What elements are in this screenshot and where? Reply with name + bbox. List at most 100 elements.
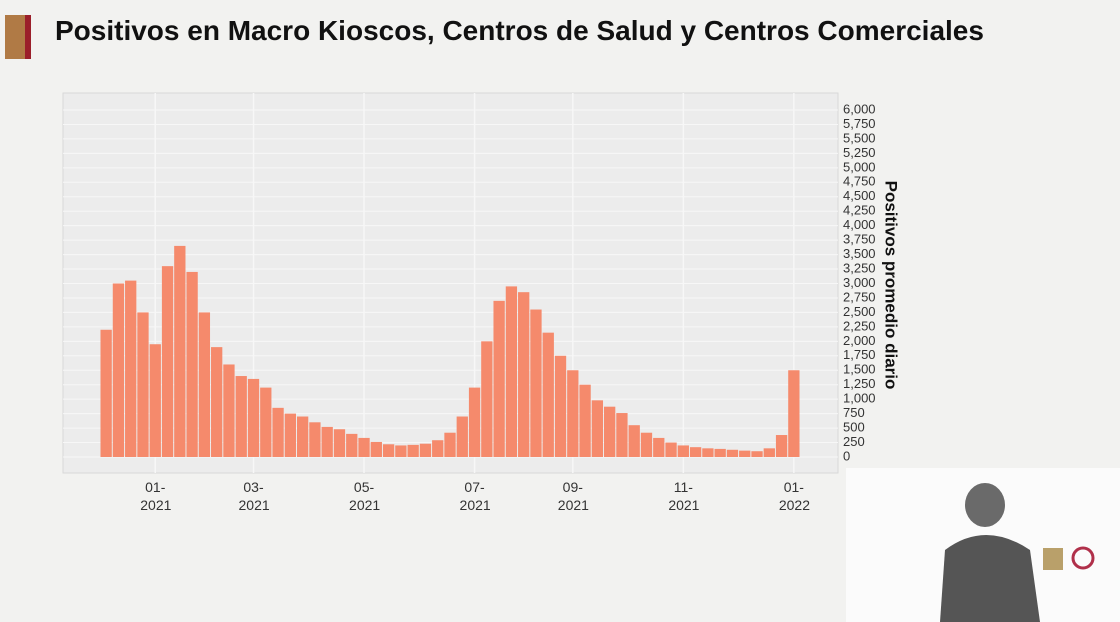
x-tick-label: 01-2021 xyxy=(133,478,177,514)
bar xyxy=(100,329,112,457)
bar xyxy=(542,332,554,457)
x-tick-label: 05-2021 xyxy=(342,478,386,514)
bar xyxy=(640,432,653,457)
bar xyxy=(714,448,726,457)
y-tick-label: 750 xyxy=(843,405,865,420)
y-axis-title: Positivos promedio diario xyxy=(882,181,901,390)
bar xyxy=(444,432,456,457)
bar xyxy=(751,451,763,457)
bar xyxy=(395,445,407,457)
bar xyxy=(628,425,640,457)
bar xyxy=(530,309,542,457)
y-tick-label: 2,500 xyxy=(843,304,876,319)
x-tick-label: 07-2021 xyxy=(453,478,497,514)
bar xyxy=(186,271,198,457)
bar xyxy=(198,312,211,457)
bar xyxy=(346,433,358,457)
bar xyxy=(665,442,677,457)
y-tick-label: 4,500 xyxy=(843,188,876,203)
x-tick-text: 07-2021 xyxy=(459,479,491,513)
chart-title: Positivos en Macro Kioscos, Centros de S… xyxy=(55,15,984,46)
x-tick-text: 01-2022 xyxy=(778,479,811,513)
y-tick-label: 500 xyxy=(843,420,865,435)
y-tick-label: 2,000 xyxy=(843,333,876,348)
bar xyxy=(493,300,505,457)
x-tick-label: 11-2021 xyxy=(661,478,705,514)
y-tick-label: 3,750 xyxy=(843,232,876,247)
bar xyxy=(174,245,186,457)
y-tick-label: 4,750 xyxy=(843,174,876,189)
bar xyxy=(247,378,260,457)
logo-2 xyxy=(1071,546,1095,570)
x-tick-text: 05-2021 xyxy=(349,479,381,513)
x-tick-label: 09-2021 xyxy=(551,478,595,514)
x-tick-label: 01-2022 xyxy=(772,478,816,514)
bar xyxy=(554,355,567,457)
y-tick-label: 5,000 xyxy=(843,159,876,174)
bar xyxy=(137,312,149,457)
y-tick-label: 0 xyxy=(843,448,850,463)
x-tick-label: 03-2021 xyxy=(232,478,276,514)
bar xyxy=(125,280,137,457)
bar xyxy=(407,444,419,457)
bar xyxy=(677,445,689,457)
bar xyxy=(739,450,751,457)
bar xyxy=(579,384,591,457)
y-tick-label: 5,500 xyxy=(843,130,876,145)
bar xyxy=(272,407,284,457)
y-tick-label: 3,250 xyxy=(843,260,876,275)
bar xyxy=(432,440,444,457)
bar xyxy=(333,429,346,457)
bar xyxy=(382,444,395,457)
interpreter-head xyxy=(965,483,1005,527)
bar xyxy=(161,266,174,457)
title-accent-2 xyxy=(25,15,31,59)
y-tick-label: 1,250 xyxy=(843,376,876,391)
y-tick-label: 5,250 xyxy=(843,145,876,160)
y-tick-label: 3,500 xyxy=(843,246,876,261)
title-box: Positivos en Macro Kioscos, Centros de S… xyxy=(55,15,984,46)
bar xyxy=(223,364,235,457)
title-accent xyxy=(5,15,25,59)
interpreter-body xyxy=(940,535,1040,622)
bar xyxy=(112,283,125,457)
bar xyxy=(456,416,468,457)
x-tick-text: 01-2021 xyxy=(140,479,172,513)
y-tick-label: 2,250 xyxy=(843,318,876,333)
bar xyxy=(309,422,321,457)
bar xyxy=(481,341,493,457)
y-tick-label: 250 xyxy=(843,434,865,449)
y-tick-label: 5,750 xyxy=(843,116,876,131)
bar xyxy=(788,370,800,457)
y-tick-label: 2,750 xyxy=(843,289,876,304)
bar xyxy=(358,437,370,457)
y-tick-label: 1,500 xyxy=(843,362,876,377)
x-tick-text: 11-2021 xyxy=(668,479,700,513)
y-tick-label: 6,000 xyxy=(843,101,876,116)
bar xyxy=(616,413,628,457)
bar xyxy=(149,344,161,457)
bar xyxy=(689,447,702,457)
bar xyxy=(604,406,616,457)
bar xyxy=(284,413,296,457)
bar xyxy=(591,400,604,457)
bar xyxy=(211,347,223,457)
bar xyxy=(260,387,272,457)
bar xyxy=(775,435,788,457)
bar xyxy=(763,448,775,457)
bar xyxy=(653,437,665,457)
y-tick-label: 3,000 xyxy=(843,275,876,290)
bar xyxy=(468,387,481,457)
y-tick-label: 1,000 xyxy=(843,391,876,406)
bar xyxy=(726,449,739,457)
bar xyxy=(419,443,432,457)
y-tick-label: 4,250 xyxy=(843,203,876,218)
x-tick-text: 09-2021 xyxy=(557,479,589,513)
bar xyxy=(321,426,333,457)
bar xyxy=(702,448,714,457)
bar xyxy=(567,370,579,457)
bar xyxy=(505,286,518,457)
bar xyxy=(518,292,530,457)
